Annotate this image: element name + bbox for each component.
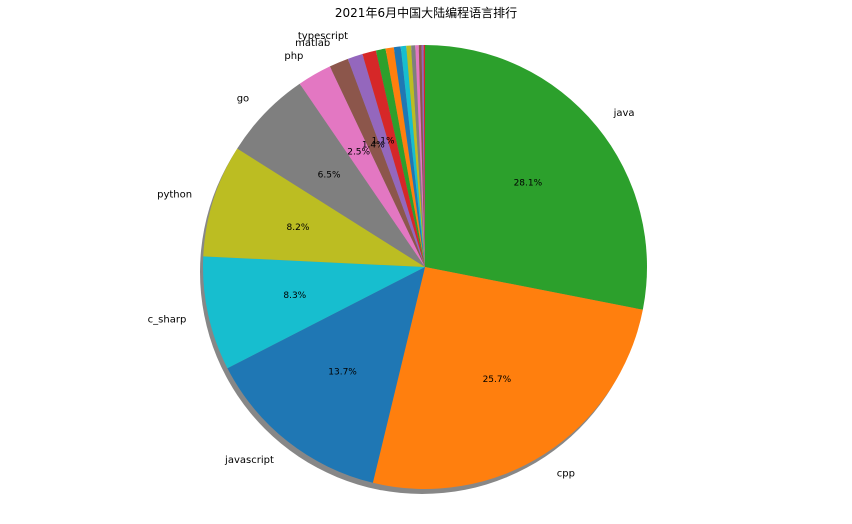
- slice-label-matlab: matlab: [295, 38, 330, 49]
- pie-slice-go: [237, 83, 425, 267]
- pie-slices: [203, 45, 647, 489]
- pie-slice-11: [385, 47, 425, 267]
- pie-slice-13: [400, 45, 425, 267]
- pie-slice-cpp: [372, 267, 643, 489]
- pie-slice-17: [418, 45, 425, 267]
- slice-label-java: java: [613, 108, 635, 119]
- pie-slice-19: [423, 45, 425, 267]
- slice-label-typescript: typescript: [298, 31, 348, 42]
- slice-percent-javascript: 13.7%: [328, 368, 357, 378]
- pie-labels: java 28.1% cpp 25.7% javascript 13.7% c_sharp 8…: [148, 31, 635, 479]
- slice-percent-c-sharp: 8.3%: [283, 291, 306, 301]
- slice-percent-python: 8.2%: [287, 223, 310, 233]
- pie-slice-matlab: [329, 58, 425, 267]
- slice-label-php: php: [284, 51, 303, 62]
- pie-slice-typescript: [347, 54, 425, 267]
- slice-percent-go: 6.5%: [318, 171, 341, 181]
- chart-title: 2021年6月中国大陆编程语言排行: [335, 5, 517, 20]
- pie-slice-c-sharp: [203, 256, 425, 369]
- slice-percent-matlab: 1.4%: [362, 140, 385, 150]
- slice-percent-typescript: 1.1%: [372, 137, 395, 147]
- pie-slice-12: [393, 46, 425, 268]
- pie-slice-java: [425, 45, 647, 310]
- pie-slice-10: [375, 48, 425, 267]
- slice-percent-java: 28.1%: [514, 178, 543, 188]
- slice-label-cpp: cpp: [557, 469, 575, 480]
- pie-slice-15: [411, 45, 425, 267]
- pie-slice-16: [415, 45, 425, 268]
- pie-slice-18: [421, 45, 425, 267]
- slice-label-go: go: [237, 94, 249, 105]
- slice-label-c-sharp: c_sharp: [148, 315, 187, 326]
- slice-label-javascript: javascript: [224, 455, 274, 466]
- pie-slice-python: [203, 148, 425, 267]
- pie-slice-9: [362, 50, 425, 267]
- pie-slice-php: [299, 66, 425, 268]
- slice-percent-php: 2.5%: [347, 147, 370, 157]
- slice-percent-cpp: 25.7%: [483, 375, 512, 385]
- slice-label-python: python: [157, 190, 192, 201]
- pie-slice-14: [406, 45, 425, 268]
- pie-slice-javascript: [227, 267, 425, 483]
